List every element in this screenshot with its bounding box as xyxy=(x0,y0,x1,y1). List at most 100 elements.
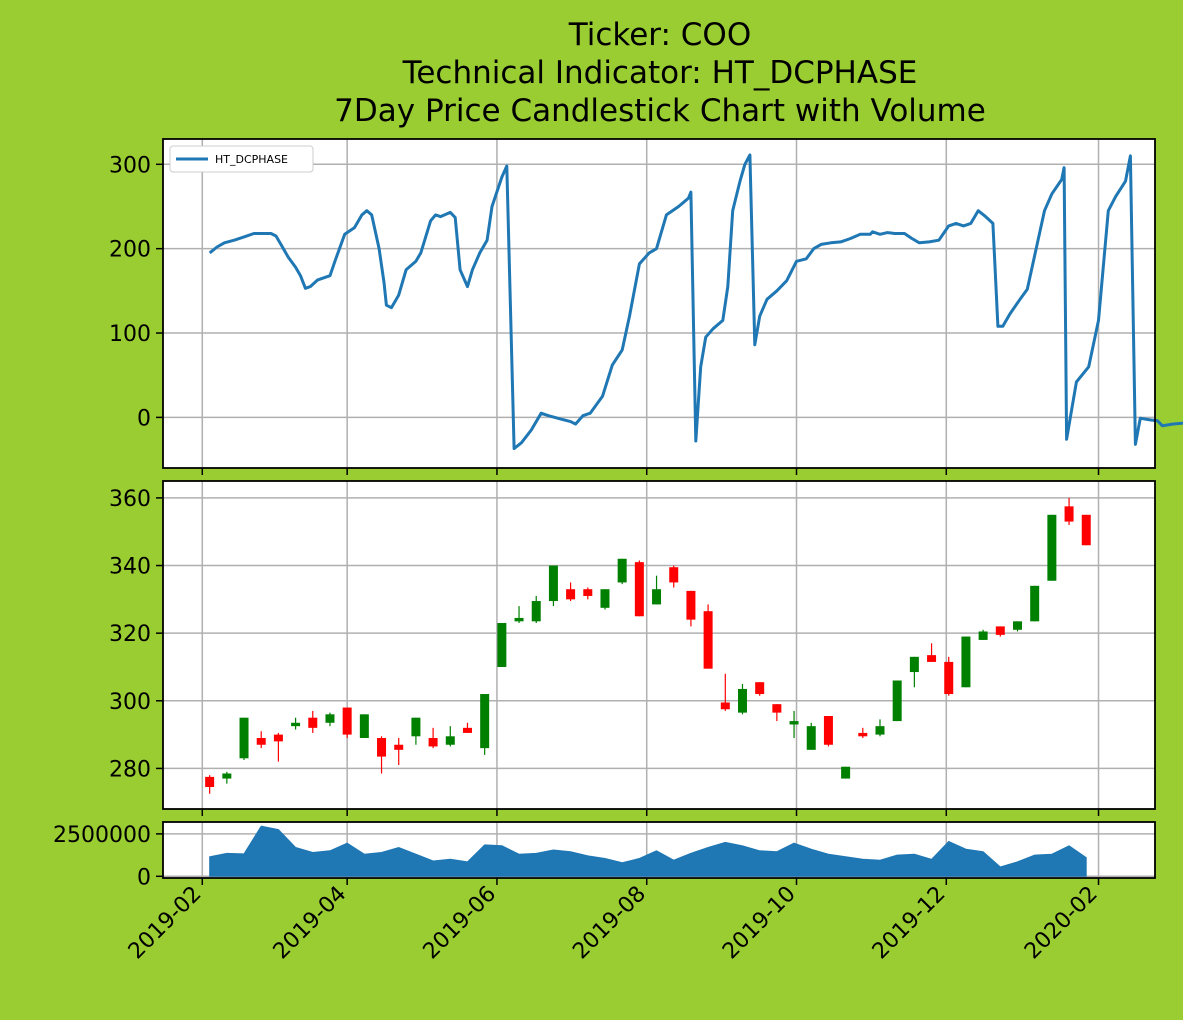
candle-body xyxy=(669,567,679,583)
candle-2019-11-04 xyxy=(875,719,885,737)
price-y-tick-label: 340 xyxy=(109,555,151,580)
candle-body xyxy=(531,601,541,622)
indicator-y-tick-label: 200 xyxy=(109,238,151,263)
indicator-y-axis: 0 100 200 300 xyxy=(109,153,163,431)
candle-2019-07-08 xyxy=(583,587,593,600)
figure-title: Ticker: COO Technical Indicator: HT_DCPH… xyxy=(334,17,986,129)
candle-body xyxy=(445,736,455,745)
candle-body xyxy=(617,558,627,583)
candle-body xyxy=(737,688,747,713)
series-line-ht-dcphase xyxy=(208,153,1183,451)
candle-body xyxy=(823,716,833,745)
candle-2019-02-11 xyxy=(222,771,232,784)
candle-body xyxy=(927,655,937,662)
price-grid xyxy=(163,481,1155,809)
candle-body xyxy=(995,626,1005,635)
candle-2019-02-18 xyxy=(239,717,249,760)
candle-body xyxy=(600,589,610,608)
candle-2019-10-14 xyxy=(823,716,833,747)
candle-body xyxy=(1064,506,1074,522)
candle-body xyxy=(858,732,868,737)
indicator-y-tick-label: 100 xyxy=(109,322,151,347)
candle-body xyxy=(394,744,404,750)
candle-body xyxy=(256,737,266,745)
indicator-y-tick-label: 300 xyxy=(109,153,151,178)
candle-2019-09-30 xyxy=(789,710,799,738)
indicator-grid xyxy=(163,139,1155,468)
candle-body xyxy=(703,611,713,669)
volume-y-tick-label: 0 xyxy=(137,865,151,890)
candle-2019-09-09 xyxy=(737,683,747,715)
candle-2019-05-13 xyxy=(445,726,455,747)
candle-2019-02-04 xyxy=(205,775,215,794)
candle-2019-10-21 xyxy=(841,766,851,779)
candle-2019-11-25 xyxy=(927,643,937,662)
candle-body xyxy=(411,717,421,737)
candle-body xyxy=(909,656,919,673)
price-x-ticks xyxy=(201,809,1100,816)
volume-frame xyxy=(162,821,1156,879)
title-line-indicator: Technical Indicator: HT_DCPHASE xyxy=(402,55,918,91)
title-line-ticker: Ticker: COO xyxy=(568,17,752,53)
candle-2019-02-25 xyxy=(256,731,266,749)
candle-2019-07-15 xyxy=(600,589,610,610)
candle-2019-06-10 xyxy=(514,606,524,624)
candle-body xyxy=(1012,621,1022,630)
candle-2019-04-15 xyxy=(377,736,387,774)
price-plot-area xyxy=(163,481,1155,809)
candle-body xyxy=(566,589,576,600)
candle-2019-08-05 xyxy=(652,575,662,605)
candle-body xyxy=(1047,514,1057,581)
price-y-tick-label: 300 xyxy=(109,690,151,715)
candlesticks xyxy=(205,497,1091,794)
candle-2019-04-29 xyxy=(411,717,421,745)
indicator-panel: 0 100 200 300 HT_DCPHASE xyxy=(109,138,1183,475)
candle-body xyxy=(583,589,593,596)
candle-2019-06-17 xyxy=(531,595,541,624)
candle-body xyxy=(548,565,558,602)
candle-body xyxy=(686,590,696,620)
candle-2019-10-28 xyxy=(858,727,868,738)
candle-2019-07-29 xyxy=(634,560,644,617)
candle-2019-05-27 xyxy=(480,694,490,755)
candle-body xyxy=(961,636,971,688)
indicator-x-ticks xyxy=(201,468,1100,475)
candle-2019-07-22 xyxy=(617,558,627,585)
price-y-axis: 280 300 320 340 360 xyxy=(109,487,163,782)
candle-body xyxy=(462,727,472,733)
candle-body xyxy=(652,589,662,605)
candle-body xyxy=(755,682,765,695)
candle-2019-04-01 xyxy=(342,707,352,738)
candle-body xyxy=(342,707,352,735)
candle-body xyxy=(1030,585,1040,622)
candle-2019-11-18 xyxy=(909,656,919,688)
indicator-plot-area xyxy=(163,139,1155,468)
candle-body xyxy=(514,617,524,622)
candle-2019-05-06 xyxy=(428,727,438,749)
candle-2019-05-20 xyxy=(462,722,472,733)
candle-2019-09-16 xyxy=(755,682,765,696)
candle-body xyxy=(308,717,318,728)
candle-2019-03-04 xyxy=(273,732,283,762)
candle-2019-12-30 xyxy=(1012,621,1022,632)
candle-body xyxy=(978,631,988,640)
candle-2019-07-01 xyxy=(566,582,576,602)
candle-2019-08-26 xyxy=(703,604,713,669)
candle-2019-12-23 xyxy=(995,626,1005,637)
candle-body xyxy=(273,734,283,742)
candle-2019-06-03 xyxy=(497,623,507,667)
candle-body xyxy=(875,726,885,735)
candle-2019-11-11 xyxy=(892,680,902,722)
title-line-chart-type: 7Day Price Candlestick Chart with Volume xyxy=(334,93,986,129)
candle-body xyxy=(892,680,902,722)
price-frame xyxy=(162,480,1156,810)
candle-2019-04-22 xyxy=(394,737,404,766)
candle-body xyxy=(772,704,782,713)
candle-body xyxy=(222,773,232,779)
candle-2019-09-02 xyxy=(720,673,730,711)
candle-body xyxy=(480,694,490,749)
candle-2019-12-16 xyxy=(978,629,988,640)
candle-2019-04-08 xyxy=(359,714,369,738)
candle-body xyxy=(1081,514,1091,546)
